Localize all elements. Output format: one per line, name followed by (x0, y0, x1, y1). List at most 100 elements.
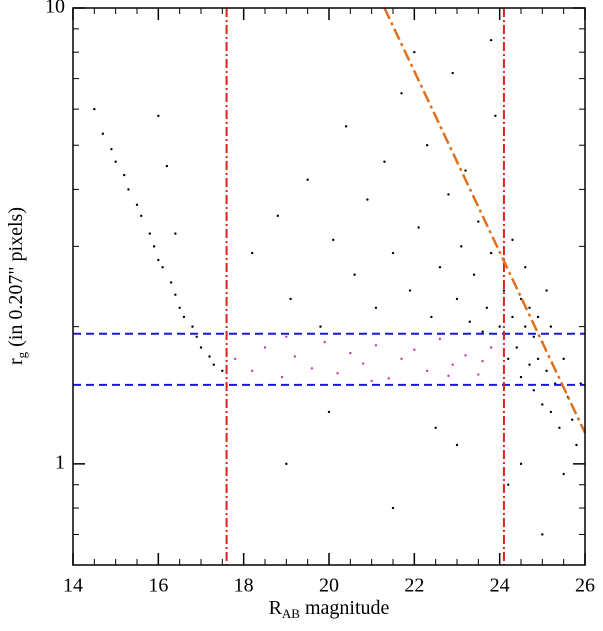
y-label-sub: g (14, 351, 29, 358)
point (511, 238, 514, 242)
point (455, 297, 459, 301)
point (519, 462, 523, 466)
point (306, 178, 309, 181)
point (519, 375, 523, 379)
point (532, 389, 535, 392)
point (562, 472, 565, 476)
point (413, 348, 416, 351)
point (251, 251, 254, 255)
x-label-sub: AB (282, 606, 300, 621)
point (208, 355, 211, 358)
point (332, 238, 335, 242)
point (481, 330, 484, 333)
point (280, 375, 284, 379)
y-tick-label: 10 (45, 0, 65, 18)
point (515, 346, 518, 349)
point (140, 214, 143, 218)
point (169, 281, 173, 284)
point (438, 266, 442, 269)
point (485, 306, 489, 309)
point (549, 410, 553, 414)
point (263, 346, 267, 349)
point (285, 335, 288, 338)
y-label-rest: (in 0.207" pixels) (5, 207, 27, 352)
point (353, 273, 356, 276)
point (511, 315, 514, 319)
point (400, 357, 403, 361)
point (451, 71, 454, 75)
point (165, 164, 169, 168)
point (489, 38, 493, 42)
x-tick-label: 26 (575, 575, 595, 597)
point (430, 315, 433, 319)
point (447, 374, 450, 378)
point (502, 289, 506, 292)
point (135, 203, 139, 207)
point (489, 251, 493, 255)
point (562, 357, 565, 361)
point (152, 245, 156, 248)
point (498, 325, 501, 328)
point (524, 266, 527, 269)
point (532, 335, 535, 338)
point (417, 226, 420, 229)
y-tick-label: 1 (55, 451, 65, 473)
y-axis-label: rg (in 0.207" pixels) (5, 207, 29, 365)
point (123, 173, 126, 177)
point (541, 403, 544, 406)
point (549, 325, 553, 328)
point (195, 335, 198, 338)
point (285, 462, 288, 466)
point (344, 125, 348, 128)
point (391, 251, 395, 255)
point (408, 289, 412, 292)
point (366, 198, 369, 201)
point (182, 315, 186, 319)
point (507, 483, 510, 486)
point (174, 293, 177, 296)
point (221, 369, 224, 373)
point (524, 325, 527, 328)
x-tick-label: 14 (63, 575, 83, 597)
point (212, 363, 215, 366)
point (157, 258, 160, 262)
point (127, 188, 130, 191)
point (472, 273, 476, 276)
point (541, 533, 544, 536)
point (161, 266, 164, 269)
point (468, 320, 471, 323)
x-label-rest: magnitude (300, 597, 390, 619)
x-tick-label: 22 (404, 575, 424, 597)
point (374, 344, 378, 347)
point (174, 232, 177, 235)
point (391, 506, 395, 510)
point (336, 372, 339, 375)
point (370, 379, 373, 383)
point (438, 337, 442, 341)
point (114, 160, 117, 163)
point (157, 114, 160, 118)
point (477, 220, 480, 223)
point (481, 359, 484, 363)
point (451, 363, 454, 366)
slope-line (383, 7, 587, 434)
y-label-main: r (5, 358, 27, 365)
point (536, 357, 540, 361)
x-label-main: R (269, 597, 283, 619)
point (455, 443, 459, 447)
point (536, 315, 540, 319)
point (323, 340, 326, 344)
point (101, 132, 105, 135)
point (319, 325, 322, 328)
point (387, 377, 390, 380)
point (464, 169, 467, 172)
point (477, 373, 480, 376)
point (494, 114, 497, 118)
point (489, 346, 493, 349)
point (93, 107, 96, 111)
point (361, 362, 365, 365)
point (528, 306, 531, 309)
point (558, 426, 561, 429)
point (434, 426, 437, 429)
